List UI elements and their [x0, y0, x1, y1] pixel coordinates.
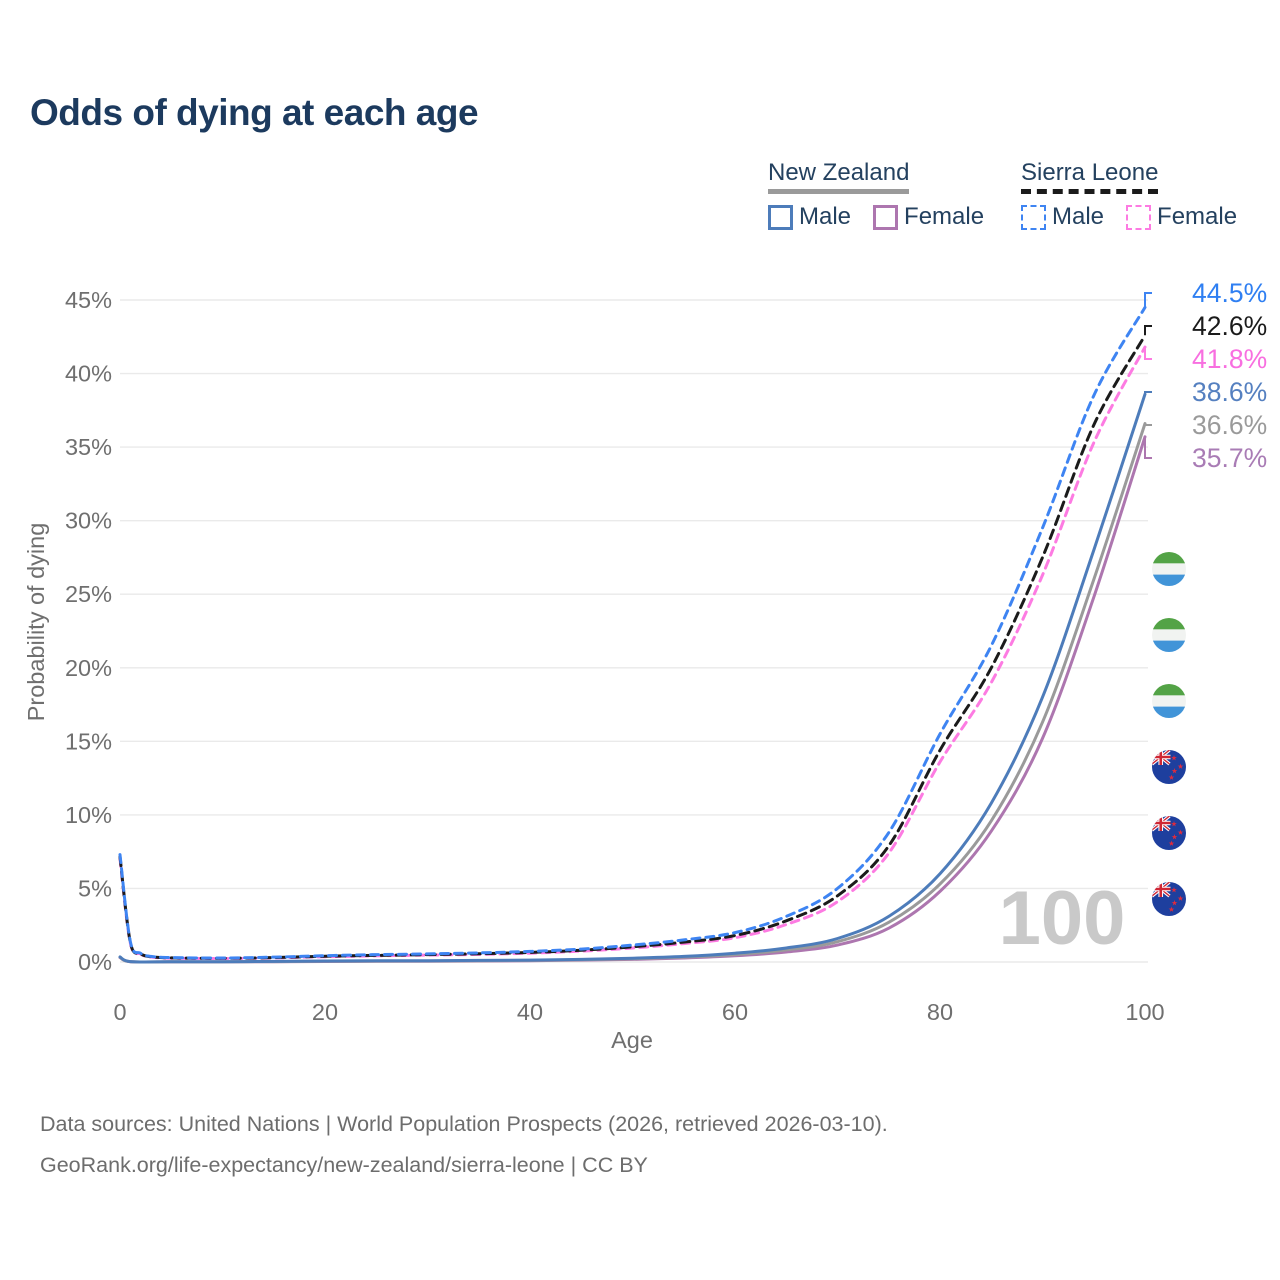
legend-swatch-sl-male[interactable] — [1021, 204, 1046, 230]
series-line-nz-both[interactable] — [118, 422, 1147, 964]
legend-label-nz-male[interactable]: Male — [799, 203, 852, 230]
sierra-leone-flag-icon — [1152, 552, 1186, 586]
y-tick-label: 25% — [65, 581, 112, 607]
end-label-value-nz-male: 38.6% — [1192, 377, 1267, 407]
series-line-sl-male[interactable] — [118, 305, 1147, 960]
y-tick-label: 40% — [65, 361, 112, 387]
y-tick-label: 30% — [65, 508, 112, 534]
legend-label-sl-female[interactable]: Female — [1157, 203, 1238, 230]
end-label-value-nz-female: 35.7% — [1192, 443, 1267, 473]
y-tick-label: 5% — [78, 875, 112, 901]
series-line-nz-female[interactable] — [118, 435, 1147, 964]
legend-label-nz-female[interactable]: Female — [904, 203, 985, 230]
x-axis-title: Age — [611, 1027, 653, 1053]
legend-swatch-nz-male[interactable] — [768, 204, 793, 230]
legend-header-new-zealand[interactable]: New Zealand — [768, 160, 910, 194]
y-axis-title: Probability of dying — [23, 523, 49, 722]
legend: New Zealand Male Female Sierra Leone Mal… — [0, 160, 1280, 244]
footer-attribution: GeoRank.org/life-expectancy/new-zealand/… — [40, 1153, 648, 1177]
legend-header-sierra-leone[interactable]: Sierra Leone — [1021, 160, 1159, 194]
new-zealand-flag-icon — [1151, 815, 1186, 850]
new-zealand-flag-icon — [1151, 881, 1186, 916]
gridlines: 0% 5% 10% 15% 20% 25% 30% 35% 40% 45% 0 20 40 60 80 100 — [65, 287, 1165, 1025]
end-label-connector-nz-both — [1144, 423, 1152, 426]
sierra-leone-flag-icon — [1152, 684, 1186, 718]
y-tick-label: 15% — [65, 728, 112, 754]
legend-swatch-sl-female[interactable] — [1126, 204, 1152, 230]
series-line-sl-female[interactable] — [118, 345, 1147, 961]
end-label-connector-sl-male — [1144, 292, 1152, 308]
y-tick-label: 35% — [65, 434, 112, 460]
y-tick-label: 10% — [65, 802, 112, 828]
end-label-value-nz-both: 36.6% — [1192, 410, 1267, 440]
legend-label-sl-male[interactable]: Male — [1052, 203, 1105, 230]
end-label-value-sl-both: 42.6% — [1192, 311, 1267, 341]
x-tick-label: 100 — [1125, 999, 1164, 1025]
y-tick-label: 45% — [65, 287, 112, 313]
footer: Data sources: United Nations | World Pop… — [40, 1104, 888, 1186]
series-lines — [118, 305, 1147, 964]
series-line-sl-both[interactable] — [118, 333, 1147, 960]
end-label-connector-nz-female — [1144, 436, 1152, 459]
series-line-nz-male[interactable] — [118, 392, 1147, 964]
page-title: Odds of dying at each age — [30, 92, 479, 133]
end-label-connector-nz-male — [1144, 391, 1152, 395]
x-tick-label: 80 — [927, 999, 953, 1025]
x-tick-label: 60 — [722, 999, 748, 1025]
new-zealand-flag-icon — [1151, 749, 1186, 784]
end-label-connector-sl-female — [1144, 347, 1152, 360]
legend-swatch-nz-female[interactable] — [873, 204, 899, 230]
x-tick-label: 20 — [312, 999, 338, 1025]
end-label-value-sl-male: 44.5% — [1192, 278, 1267, 308]
end-label-value-sl-female: 41.8% — [1192, 344, 1267, 374]
legend-group-sierra-leone: Sierra Leone Male Female — [1021, 160, 1259, 231]
legend-items-sierra-leone: Male Female — [1021, 203, 1259, 231]
axis-labels: Age Probability of dying — [23, 523, 653, 1053]
legend-items-new-zealand: Male Female — [768, 203, 1006, 231]
end-labels: 44.5%42.6%41.8%38.6%36.6%35.7% — [1144, 278, 1267, 916]
y-tick-label: 0% — [78, 949, 112, 975]
age-watermark: 100 — [999, 876, 1126, 961]
legend-group-new-zealand: New Zealand Male Female — [768, 160, 1006, 231]
x-tick-label: 0 — [113, 999, 126, 1025]
end-label-connector-sl-both — [1144, 325, 1152, 336]
y-tick-label: 20% — [65, 655, 112, 681]
x-tick-label: 40 — [517, 999, 543, 1025]
footer-data-sources: Data sources: United Nations | World Pop… — [40, 1112, 888, 1136]
sierra-leone-flag-icon — [1152, 618, 1186, 652]
